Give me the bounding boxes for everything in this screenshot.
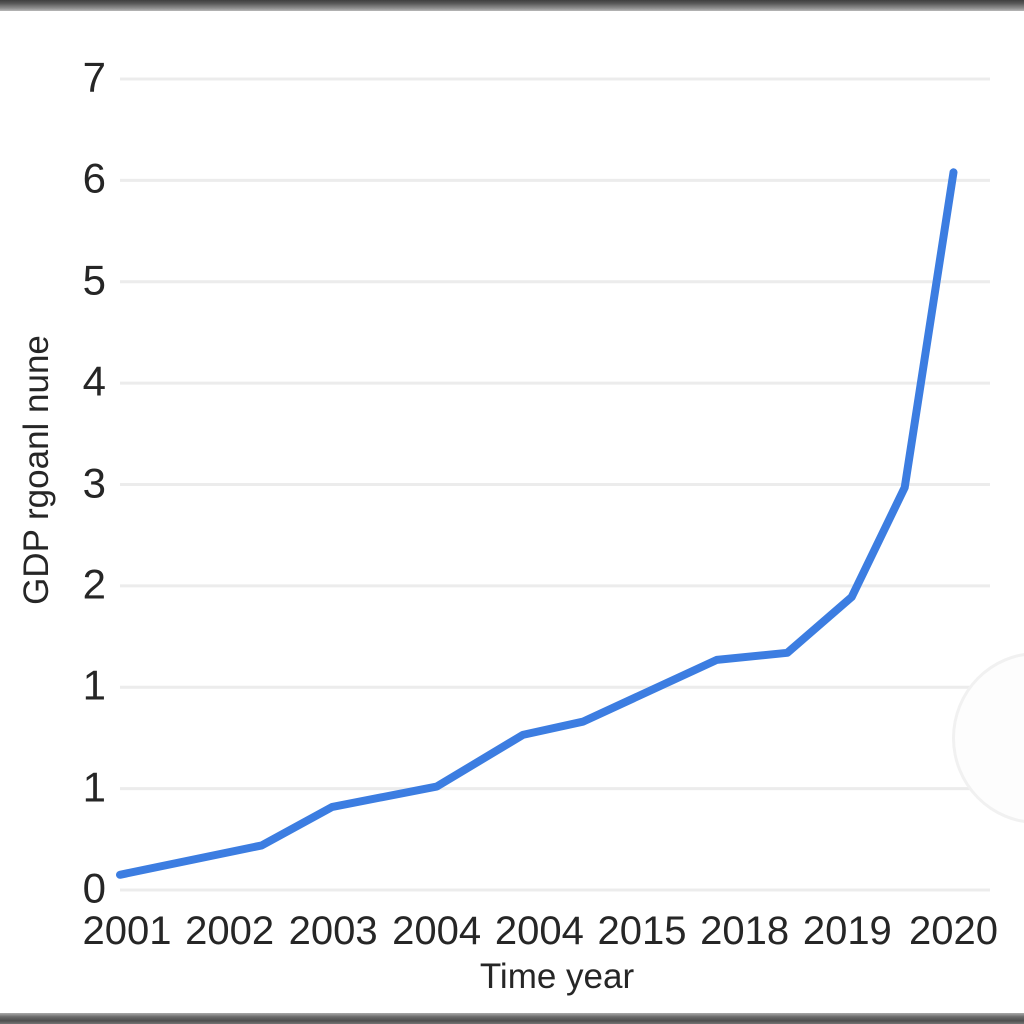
window-bottom-frame (0, 1013, 1024, 1024)
x-tick-label: 2004 (392, 909, 482, 953)
x-tick-label: 2002 (185, 909, 275, 953)
y-tick-label: 1 (82, 762, 106, 810)
data-line-gdp (116, 168, 958, 879)
y-tick-label: 6 (82, 154, 106, 202)
y-tick-label: 3 (82, 458, 106, 506)
y-tick-label: 0 (82, 864, 106, 912)
y-tick-label: 1 (82, 661, 106, 709)
chart-canvas (116, 77, 990, 892)
x-tick-label: 2003 (288, 909, 378, 953)
y-tick-label: 4 (82, 357, 106, 405)
window-top-frame (0, 0, 1024, 11)
plot-area (116, 77, 990, 892)
x-tick-label: 2020 (908, 909, 998, 953)
y-tick-label: 7 (82, 53, 106, 101)
x-tick-label: 2019 (802, 909, 892, 953)
x-axis-title: Time year (479, 957, 635, 996)
x-tick-label: 2015 (597, 909, 687, 953)
x-tick-label: 2018 (700, 909, 790, 953)
y-tick-label: 5 (82, 256, 106, 304)
x-tick-label: 2001 (82, 909, 172, 953)
y-tick-label: 2 (82, 560, 106, 608)
x-tick-label: 2004 (494, 909, 584, 953)
